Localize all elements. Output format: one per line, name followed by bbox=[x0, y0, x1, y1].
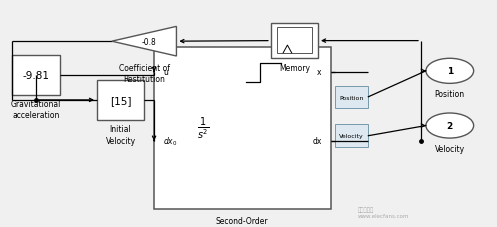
Text: dx: dx bbox=[312, 137, 322, 146]
Ellipse shape bbox=[426, 114, 474, 138]
Text: Memory: Memory bbox=[279, 64, 310, 72]
FancyBboxPatch shape bbox=[12, 56, 60, 95]
Polygon shape bbox=[112, 27, 176, 57]
FancyBboxPatch shape bbox=[97, 81, 144, 120]
Text: Velocity: Velocity bbox=[339, 134, 364, 139]
FancyBboxPatch shape bbox=[271, 24, 318, 59]
FancyBboxPatch shape bbox=[335, 86, 368, 109]
Text: Velocity: Velocity bbox=[435, 144, 465, 153]
Ellipse shape bbox=[426, 59, 474, 84]
Text: [15]: [15] bbox=[110, 96, 131, 105]
Text: 1: 1 bbox=[447, 67, 453, 76]
Text: Coefficient of
Restitution: Coefficient of Restitution bbox=[119, 64, 169, 84]
FancyBboxPatch shape bbox=[277, 28, 312, 54]
Text: -9.81: -9.81 bbox=[22, 71, 50, 80]
Text: Initial
Velocity: Initial Velocity bbox=[105, 125, 136, 145]
Text: -0.8: -0.8 bbox=[142, 37, 157, 47]
Text: $dx_0$: $dx_0$ bbox=[163, 135, 177, 147]
Text: $\frac{1}{s^2}$: $\frac{1}{s^2}$ bbox=[197, 115, 210, 141]
Text: Position: Position bbox=[435, 90, 465, 99]
Text: 电子发烧友
www.elecfans.com: 电子发烧友 www.elecfans.com bbox=[358, 207, 410, 218]
Text: x: x bbox=[317, 68, 322, 77]
Text: Gravitational
acceleration: Gravitational acceleration bbox=[11, 100, 61, 120]
Text: Second-Order
Integrator: Second-Order Integrator bbox=[216, 216, 268, 227]
Text: 2: 2 bbox=[447, 121, 453, 131]
Text: Position: Position bbox=[339, 95, 364, 100]
FancyBboxPatch shape bbox=[335, 125, 368, 148]
Text: u: u bbox=[163, 68, 168, 77]
FancyBboxPatch shape bbox=[154, 48, 331, 209]
